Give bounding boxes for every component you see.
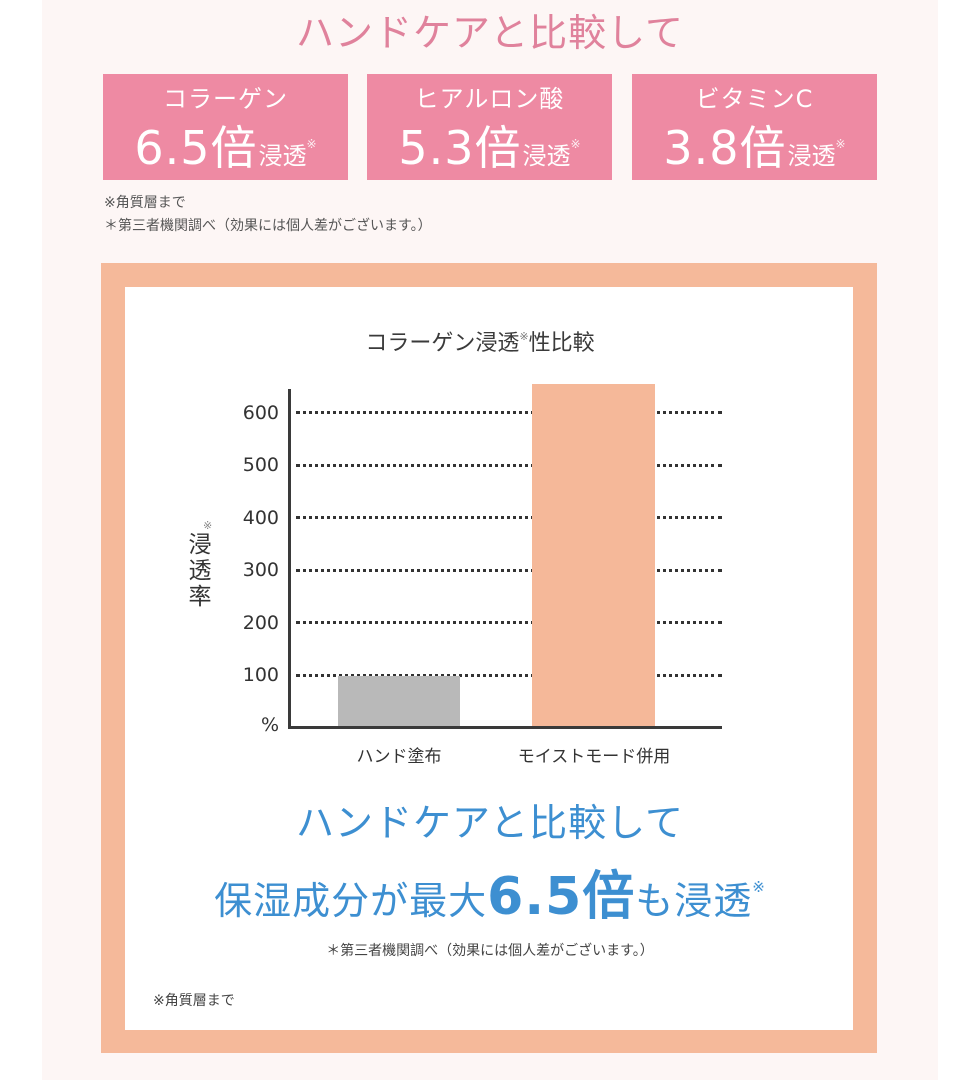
x-label-moist-mode: モイストモード併用	[517, 747, 671, 767]
gridline-300	[296, 569, 722, 572]
y-tick-100: 100	[242, 664, 279, 686]
y-axis	[288, 389, 291, 729]
stat-suffix: 浸透	[258, 142, 307, 170]
footnote-third-party: ＊第三者機関調べ（効果には個人差がございます。）	[326, 943, 654, 959]
stat-box-collagen: コラーゲン 6.5倍浸透※	[103, 74, 348, 180]
stat-box-hyaluronic-acid: ヒアルロン酸 5.3倍浸透※	[367, 74, 612, 180]
y-tick-500: 500	[242, 454, 279, 476]
stat-box-vitamin-c: ビタミンC 3.8倍浸透※	[632, 74, 877, 180]
asterisk-mark: ※	[519, 330, 529, 343]
chart-title-tail: 性比較	[528, 331, 595, 356]
y-label-char: 浸	[188, 532, 212, 558]
x-axis	[288, 726, 722, 729]
page-title: ハンドケアと比較して	[295, 11, 685, 55]
y-tick-200: 200	[242, 612, 279, 634]
asterisk-mark: ※	[752, 878, 766, 896]
y-unit-percent: %	[260, 714, 279, 736]
asterisk-mark: ※	[203, 519, 213, 532]
stat-name: ヒアルロン酸	[414, 85, 565, 113]
stat-value: 3.8	[663, 121, 740, 175]
gridline-500	[296, 464, 722, 467]
stat-line: 5.3倍浸透※	[367, 116, 612, 187]
x-label-hand: ハンド塗布	[356, 747, 442, 767]
headline-prefix: 保湿成分が最大	[214, 879, 488, 923]
stat-unit: 倍	[210, 121, 257, 175]
gridline-600	[296, 411, 722, 414]
chart-title: コラーゲン浸透※性比較	[0, 322, 960, 359]
headline-suffix: も浸透	[635, 879, 753, 923]
y-label-char: 透	[188, 558, 212, 584]
bar-hand-application	[338, 676, 460, 727]
chart-frame	[101, 263, 877, 1053]
stat-unit: 倍	[474, 121, 521, 175]
headline-value: 6.5倍	[487, 867, 636, 927]
headline-line-1: ハンドケアと比較して	[295, 801, 685, 845]
y-tick-400: 400	[242, 507, 279, 529]
bar-moist-mode	[532, 384, 655, 727]
gridline-400	[296, 516, 722, 519]
y-label-char: 率	[188, 584, 212, 610]
note-third-party: ＊第三者機関調べ（効果には個人差がございます。）	[104, 218, 432, 234]
footnote-stratum-corneum: ※角質層まで	[153, 993, 235, 1009]
gridline-100	[296, 674, 722, 677]
stat-value: 5.3	[398, 121, 475, 175]
chart-panel	[125, 287, 853, 1030]
y-tick-300: 300	[242, 559, 279, 581]
stat-value: 6.5	[134, 121, 211, 175]
y-tick-600: 600	[242, 402, 279, 424]
y-axis-label: ※ 浸 透 率	[185, 519, 215, 611]
note-stratum-corneum: ※角質層まで	[104, 195, 186, 211]
stat-suffix: 浸透	[522, 142, 571, 170]
asterisk-mark: ※	[835, 137, 846, 151]
chart-title-main: コラーゲン浸透	[365, 331, 520, 356]
stat-line: 6.5倍浸透※	[103, 116, 348, 187]
stat-line: 3.8倍浸透※	[632, 116, 877, 187]
gridline-200	[296, 621, 722, 624]
headline-line-2: 保湿成分が最大6.5倍も浸透※	[0, 855, 980, 933]
stat-name: コラーゲン	[163, 85, 288, 113]
asterisk-mark: ※	[570, 137, 581, 151]
stat-suffix: 浸透	[787, 142, 836, 170]
stat-name: ビタミンC	[695, 85, 814, 113]
asterisk-mark: ※	[306, 137, 317, 151]
stat-unit: 倍	[739, 121, 786, 175]
